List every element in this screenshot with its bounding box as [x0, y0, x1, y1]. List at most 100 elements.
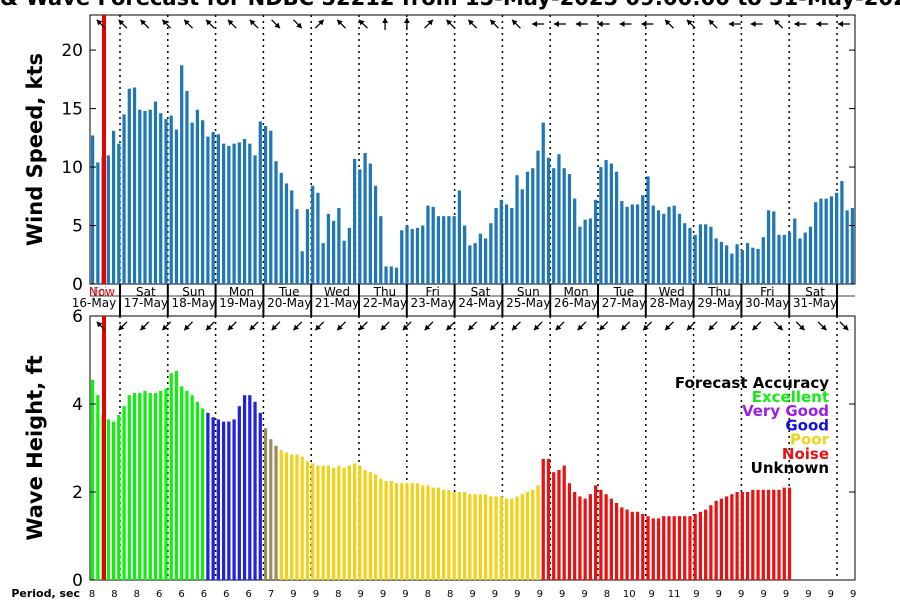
wind-bar	[153, 101, 158, 285]
period-value: 8	[425, 589, 431, 600]
wind-bar	[405, 225, 409, 284]
wind-bar	[143, 110, 147, 284]
wave-bar	[153, 393, 158, 580]
wind-bar	[845, 210, 849, 284]
wind-ytick-label: 5	[72, 217, 83, 237]
wave-bar	[588, 494, 593, 580]
day-date-label: 18-May	[171, 296, 215, 310]
wind-bar	[824, 198, 828, 284]
wind-bar	[735, 244, 739, 284]
period-value: 9	[290, 589, 296, 600]
wind-bar	[274, 161, 278, 284]
period-value: 6	[246, 589, 252, 600]
wind-direction-arrow-head	[597, 21, 603, 27]
wind-bar	[504, 204, 509, 284]
wave-direction-arrow-head	[337, 324, 343, 331]
wave-direction-arrow-head	[118, 324, 125, 331]
wind-bar	[180, 65, 184, 284]
wave-direction-arrow-head	[162, 324, 168, 331]
wave-bar	[651, 518, 655, 580]
legend-item-poor: Poor	[790, 431, 830, 449]
wave-bar	[358, 465, 362, 580]
day-name-label: Sat	[471, 285, 491, 299]
wind-bar	[688, 227, 692, 284]
wave-bar	[604, 494, 608, 580]
day-name-label: Sat	[136, 285, 156, 299]
wave-bar	[457, 492, 462, 580]
wind-direction-arrow-head	[184, 19, 190, 26]
wave-bar	[106, 419, 110, 580]
wave-bar	[248, 395, 252, 580]
day-name-label: Wed	[659, 285, 685, 299]
wind-bar	[683, 223, 687, 284]
wave-bar	[90, 379, 95, 580]
wave-bar	[190, 395, 194, 580]
wind-bar	[515, 175, 519, 284]
wind-direction-arrow-head	[96, 19, 103, 26]
wind-bar	[583, 219, 587, 284]
period-value: 8	[447, 589, 453, 600]
day-name-label: Sat	[805, 285, 825, 299]
day-name-label: Thu	[707, 285, 731, 299]
wind-bar	[578, 226, 582, 284]
wind-bar	[358, 169, 362, 284]
wind-direction-arrow-head	[619, 21, 625, 27]
wave-bar	[646, 516, 650, 580]
day-date-label: 25-May	[506, 296, 550, 310]
wave-bar	[536, 485, 540, 580]
wave-bar	[709, 505, 713, 580]
wave-bar	[525, 492, 530, 580]
day-date-label: 19-May	[219, 296, 263, 310]
wave-bar	[468, 494, 472, 580]
period-value: 9	[760, 589, 766, 600]
wind-bar	[363, 153, 367, 284]
wind-direction-arrow-head	[490, 19, 496, 26]
wind-bar	[677, 213, 682, 284]
day-name-label: Sun	[517, 285, 540, 299]
wind-direction-arrow-head	[750, 21, 756, 27]
wind-bar	[442, 216, 446, 284]
wind-bar	[819, 198, 823, 284]
wave-bar	[442, 489, 446, 580]
wave-bar	[132, 393, 137, 580]
wind-direction-arrow-head	[794, 21, 800, 27]
wave-bar	[148, 393, 152, 580]
wind-bar	[132, 87, 137, 284]
wind-bar	[258, 121, 262, 284]
period-value: 9	[649, 589, 655, 600]
wind-bar	[227, 145, 231, 284]
wave-bar	[782, 487, 786, 580]
wave-bar	[201, 408, 205, 580]
wave-bar	[609, 498, 613, 580]
wind-bar	[835, 192, 839, 284]
wave-bar	[232, 419, 236, 580]
day-name-label: Sun	[182, 285, 205, 299]
wind-bar	[756, 248, 760, 284]
period-label: Period, sec	[11, 587, 80, 600]
wave-bar	[206, 412, 210, 580]
wave-bar	[127, 395, 131, 580]
wind-bar	[604, 160, 608, 284]
wave-direction-arrow-head	[730, 324, 737, 331]
wave-bar	[295, 454, 299, 580]
wind-bar	[625, 206, 629, 284]
wind-ytick-label: 0	[72, 275, 83, 295]
day-name-label: Thu	[373, 285, 397, 299]
wind-direction-arrow-head	[728, 21, 734, 27]
wind-bar	[641, 195, 645, 284]
wind-direction-arrow-head	[227, 19, 234, 26]
wind-bar	[803, 232, 807, 284]
wind-direction-arrow-head	[446, 19, 453, 26]
wave-bar	[704, 509, 708, 580]
wind-direction-arrow-head	[838, 21, 844, 27]
period-value: 9	[357, 589, 363, 600]
wind-bar	[337, 207, 341, 284]
wave-bar	[138, 393, 142, 580]
wind-bar	[594, 199, 598, 284]
wind-bar	[242, 138, 247, 284]
wave-bar	[117, 415, 121, 580]
wind-bar	[620, 200, 624, 284]
wind-direction-arrow-head	[359, 19, 365, 26]
wind-bar	[840, 181, 844, 284]
wave-direction-arrow-head	[555, 324, 562, 331]
